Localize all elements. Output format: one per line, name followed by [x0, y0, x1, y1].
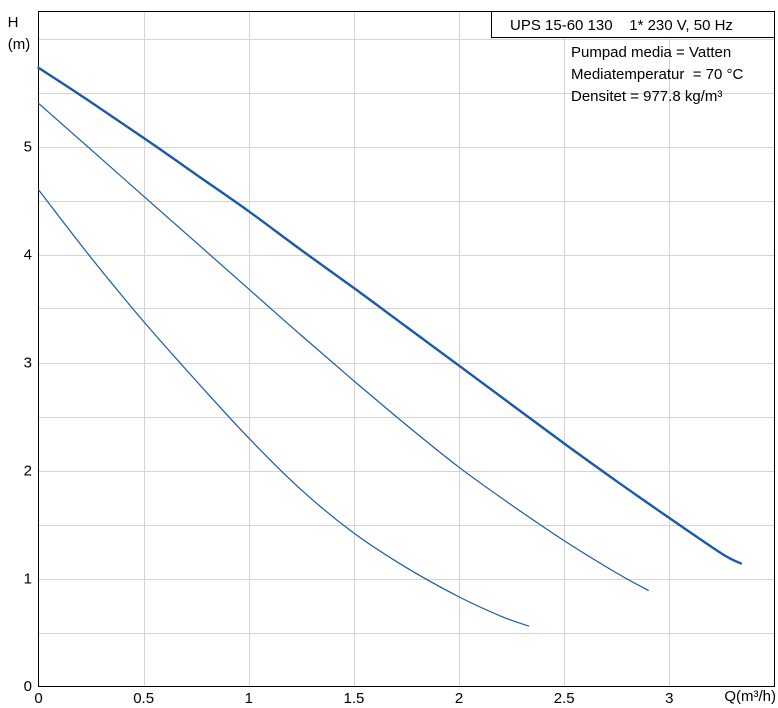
y-tick-label: 2: [24, 463, 32, 480]
y-tick-label: 3: [24, 355, 32, 372]
chart-grid: [38, 11, 775, 687]
x-tick-label: 0.5: [133, 690, 154, 707]
y-tick-label: 0: [24, 678, 32, 695]
pump-curve-speed-1: [37, 189, 530, 627]
y-tick-label: 1: [24, 571, 32, 588]
y-axis-label-unit: (m): [8, 36, 31, 53]
x-axis-label: Q(m³/h): [724, 688, 776, 705]
info-pumped-media: Pumpad media = Vatten: [571, 44, 731, 61]
chart-title: UPS 15-60 130 1* 230 V, 50 Hz: [510, 17, 733, 34]
info-density: Densitet = 977.8 kg/m³: [571, 88, 722, 105]
plot-frame: [38, 11, 775, 687]
pump-curve-speed-2: [37, 102, 649, 591]
x-tick-label: 2: [455, 690, 463, 707]
x-tick-label: 1: [245, 690, 253, 707]
y-axis-tick-labels: 0 1 2 3 4 5: [24, 139, 32, 696]
pump-curve-speed-3: [37, 66, 743, 565]
x-axis-tick-labels: 0 0.5 1 1.5 2 2.5 3: [34, 690, 673, 707]
y-axis-label-h: H: [8, 14, 19, 31]
x-tick-label: 1.5: [343, 690, 364, 707]
title-box: [491, 11, 775, 38]
y-tick-label: 4: [24, 247, 32, 264]
x-tick-label: 2.5: [554, 690, 575, 707]
info-media-temperature: Mediatemperatur = 70 °C: [571, 66, 743, 83]
x-tick-label: 3: [665, 690, 673, 707]
pump-curves: [37, 66, 743, 627]
y-tick-label: 5: [24, 139, 32, 156]
x-tick-label: 0: [34, 690, 42, 707]
